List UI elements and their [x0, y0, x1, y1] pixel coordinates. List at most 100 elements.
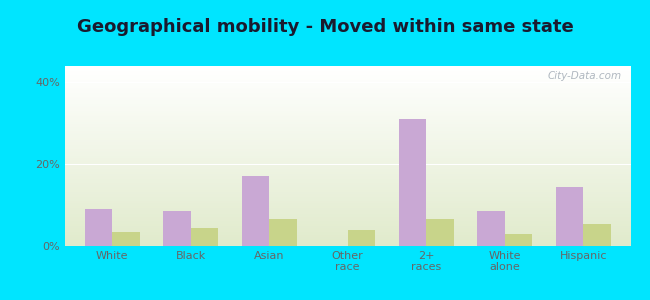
Bar: [65, 201, 630, 203]
Bar: [65, 172, 630, 174]
Bar: [65, 239, 630, 241]
Bar: [65, 197, 630, 199]
Bar: [65, 125, 630, 127]
Bar: [65, 224, 630, 226]
Bar: [65, 133, 630, 134]
Bar: [65, 188, 630, 190]
Bar: [65, 97, 630, 98]
Bar: [65, 163, 630, 165]
Bar: [65, 107, 630, 109]
Bar: [65, 93, 630, 95]
Bar: [65, 120, 630, 122]
Bar: [65, 127, 630, 129]
Bar: [65, 79, 630, 80]
Bar: [65, 71, 630, 73]
Bar: [65, 230, 630, 232]
Bar: [65, 124, 630, 125]
Bar: [65, 140, 630, 142]
Bar: [65, 210, 630, 212]
Bar: [65, 136, 630, 138]
Bar: [477, 211, 505, 246]
Bar: [65, 68, 630, 70]
Bar: [65, 100, 630, 102]
Bar: [65, 187, 630, 188]
Bar: [65, 75, 630, 77]
Bar: [65, 104, 630, 106]
Bar: [65, 190, 630, 192]
Bar: [65, 205, 630, 206]
Text: Geographical mobility - Moved within same state: Geographical mobility - Moved within sam…: [77, 18, 573, 36]
Bar: [65, 215, 630, 217]
Bar: [242, 176, 269, 246]
Bar: [65, 82, 630, 84]
Bar: [399, 119, 426, 246]
Bar: [65, 91, 630, 93]
Bar: [65, 109, 630, 111]
Bar: [65, 70, 630, 71]
Bar: [65, 232, 630, 233]
Bar: [65, 179, 630, 181]
Bar: [65, 147, 630, 149]
Bar: [65, 134, 630, 136]
Bar: [65, 77, 630, 79]
Bar: [65, 102, 630, 104]
Bar: [65, 174, 630, 176]
Bar: [65, 217, 630, 219]
Bar: [65, 142, 630, 143]
Bar: [65, 226, 630, 228]
Bar: [65, 86, 630, 88]
Bar: [65, 113, 630, 115]
Bar: [65, 203, 630, 205]
Bar: [65, 131, 630, 133]
Bar: [65, 221, 630, 223]
Bar: [65, 242, 630, 244]
Bar: [65, 199, 630, 201]
Bar: [65, 143, 630, 145]
Bar: [65, 151, 630, 152]
Bar: [65, 208, 630, 210]
Bar: [65, 116, 630, 118]
Bar: [65, 122, 630, 124]
Bar: [269, 219, 296, 246]
Bar: [65, 158, 630, 160]
Bar: [65, 84, 630, 86]
Bar: [65, 165, 630, 167]
Text: City-Data.com: City-Data.com: [548, 71, 622, 81]
Bar: [65, 160, 630, 161]
Bar: [65, 98, 630, 100]
Bar: [65, 237, 630, 239]
Bar: [556, 187, 584, 246]
Bar: [65, 194, 630, 196]
Bar: [348, 230, 375, 246]
Bar: [65, 241, 630, 242]
Bar: [65, 115, 630, 116]
Bar: [65, 66, 630, 68]
Bar: [65, 235, 630, 237]
Bar: [65, 73, 630, 75]
Bar: [65, 154, 630, 156]
Bar: [65, 138, 630, 140]
Bar: [65, 89, 630, 91]
Bar: [65, 183, 630, 185]
Bar: [505, 234, 532, 246]
Bar: [65, 192, 630, 194]
Bar: [65, 149, 630, 151]
Bar: [65, 145, 630, 147]
Bar: [65, 129, 630, 131]
Bar: [426, 219, 454, 246]
Bar: [112, 232, 140, 246]
Bar: [65, 233, 630, 235]
Bar: [65, 170, 630, 172]
Bar: [163, 211, 190, 246]
Bar: [65, 185, 630, 187]
Bar: [65, 80, 630, 82]
Bar: [65, 212, 630, 214]
Bar: [65, 156, 630, 158]
Bar: [65, 214, 630, 215]
Bar: [65, 118, 630, 120]
Bar: [65, 206, 630, 208]
Bar: [84, 209, 112, 246]
Bar: [65, 167, 630, 169]
Bar: [65, 228, 630, 230]
Bar: [65, 178, 630, 179]
